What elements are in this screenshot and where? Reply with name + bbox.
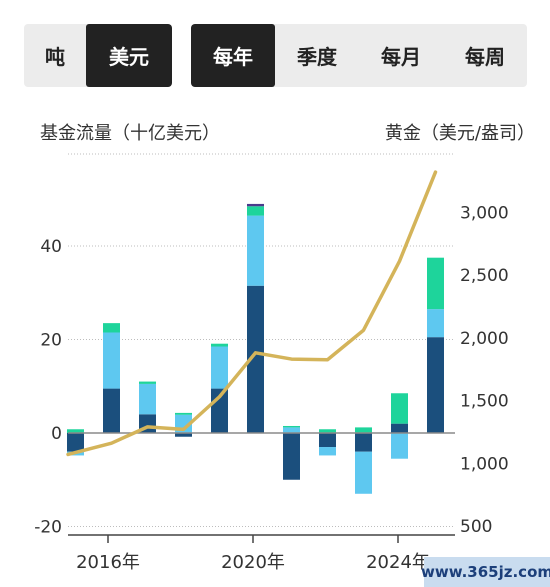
bar-segment xyxy=(103,332,120,389)
period-toggle-group: 每年 季度 每月 每周 xyxy=(191,24,527,87)
y2-tick-label: 500 xyxy=(460,517,492,537)
bar-segment xyxy=(211,346,228,389)
y-tick-label: 0 xyxy=(51,424,62,444)
bar-segment xyxy=(247,285,264,433)
bar-segment xyxy=(247,215,264,286)
bar-segment xyxy=(283,433,300,480)
bar-segment xyxy=(427,309,444,338)
gold-price-line xyxy=(66,170,438,457)
bar-segment xyxy=(67,429,84,433)
y2-tick-label: 1,000 xyxy=(460,454,509,474)
y2-tick-label: 3,000 xyxy=(460,203,509,223)
bar-segment xyxy=(67,433,84,452)
period-annual-button[interactable]: 每年 xyxy=(191,24,275,87)
bar-segment xyxy=(391,393,408,424)
bar-segment xyxy=(139,383,156,415)
y-tick-label: 40 xyxy=(40,237,62,257)
right-axis-title: 黄金（美元/盎司） xyxy=(384,123,535,144)
y-tick-label: -20 xyxy=(34,518,62,538)
x-tick-label: 2016年 xyxy=(76,552,140,573)
left-axis-title: 基金流量（十亿美元） xyxy=(40,123,220,144)
bar-segment xyxy=(319,447,336,456)
bar-segment xyxy=(103,388,120,433)
y2-tick-label: 1,500 xyxy=(460,392,509,412)
watermark: www.365jz.com xyxy=(421,557,550,587)
bar-segment xyxy=(319,429,336,433)
unit-tonnes-button[interactable]: 吨 xyxy=(45,45,65,69)
x-tick-label: 2024年 xyxy=(366,552,430,573)
bar-segment xyxy=(247,203,264,207)
bar-segment xyxy=(283,425,300,428)
bar-segment xyxy=(211,343,228,347)
bar-segment xyxy=(175,433,192,437)
bar-segment xyxy=(319,433,336,448)
unit-toggle-group: 吨 美元 xyxy=(24,24,172,87)
bar-segment xyxy=(283,427,300,433)
bar-segment xyxy=(139,381,156,384)
bar-segment xyxy=(355,451,372,494)
unit-usd-button[interactable]: 美元 xyxy=(86,24,172,87)
bar-segment xyxy=(103,323,120,333)
x-tick-label: 2020年 xyxy=(221,552,285,573)
period-monthly-button[interactable]: 每月 xyxy=(381,45,421,69)
bar-segment xyxy=(391,423,408,433)
period-weekly-button[interactable]: 每周 xyxy=(465,45,505,69)
bar-segment xyxy=(247,206,264,216)
y2-tick-label: 2,500 xyxy=(460,266,509,286)
y-tick-label: 20 xyxy=(40,331,62,351)
bar-segment xyxy=(427,337,444,433)
bar-segment xyxy=(355,427,372,433)
bar-segment xyxy=(391,433,408,459)
y2-tick-label: 2,000 xyxy=(460,329,509,349)
bar-segment xyxy=(355,433,372,452)
period-quarterly-button[interactable]: 季度 xyxy=(297,45,337,69)
bar-segment xyxy=(175,412,192,415)
bar-segment xyxy=(427,257,444,310)
